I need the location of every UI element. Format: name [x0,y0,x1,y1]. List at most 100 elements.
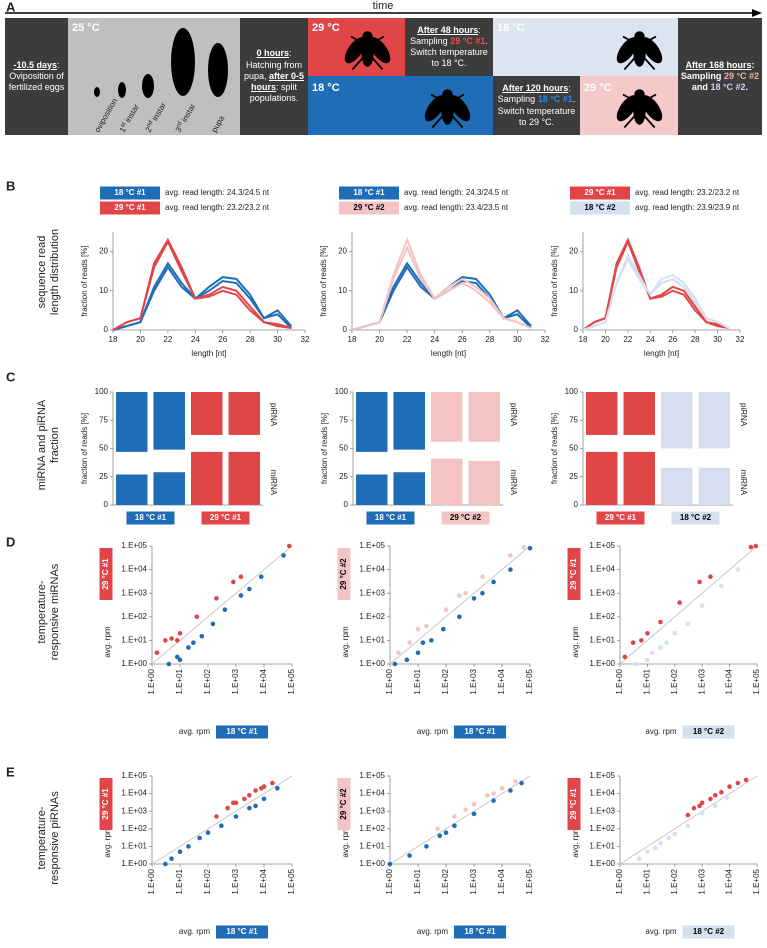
bar [468,460,500,505]
point [214,596,219,601]
y-tick-label: 0 [104,500,109,509]
legend-swatch [100,201,160,215]
point [699,603,705,608]
y-tick-label: 75 [569,415,578,424]
row-label: fraction [49,427,61,463]
x-tick-label: 1.E+03 [469,868,478,894]
point [471,811,477,817]
y-tick-label: 50 [99,444,108,453]
x-box-label: 18 °C #1 [226,927,258,936]
y-tick-label: 75 [339,415,348,424]
y-box-label: 29 °C #2 [339,558,348,590]
y-tick-label: 1.E+01 [359,842,385,851]
read-length-line [112,237,292,331]
y-tick-label: 1.E+01 [589,636,615,645]
bar [661,392,693,449]
bar [623,451,655,505]
point [177,630,183,636]
point [230,800,236,806]
y-axis-label: fraction of reads [%] [319,245,328,316]
point [719,583,724,589]
y-box [337,548,351,600]
y-axis-label: fraction of reads [%] [80,245,89,316]
legend-note: avg. read length: 23.2/23.2 nt [165,203,270,212]
read-length-line [351,265,532,331]
point [519,780,524,786]
point [672,630,678,636]
point [163,861,168,867]
hatch-text: 0 hours: Hatching from pupa, after 0-5 h… [240,18,308,135]
x-tick-label: 1.E+01 [175,868,184,894]
x-tick-label: 1.E+00 [147,868,156,894]
group-box [366,511,415,525]
x-tick-label: 1.E+05 [525,868,534,894]
point [404,657,410,663]
bar [393,472,425,505]
y-axis-label: avg. rpm [571,626,580,657]
point [727,784,732,789]
y-tick-label: 1.E+04 [121,565,147,574]
legend-swatch-label: 29 °C #1 [584,188,616,197]
legend-note: avg. read length: 23.2/23.2 nt [635,188,740,197]
stage-text: st [120,121,128,128]
y-tick-label: 0 [574,500,579,509]
point [238,574,244,580]
arrow-head [752,9,762,17]
point [443,830,449,836]
point [712,803,718,809]
bar [661,467,693,505]
x-tick-label: 28 [691,335,700,344]
text-part: After 120 hours [502,83,569,93]
y-axis-label: avg. rpm [571,826,580,857]
y-tick-label: 1.E+03 [589,806,615,815]
y-tick-label: 20 [569,247,578,256]
diagonal [389,775,531,865]
x-tick-label: 1.E+05 [287,668,296,694]
series-label: piRNA [739,403,748,427]
y-tick-label: 1.E+02 [589,824,615,833]
x-tick-label: 1.E+02 [441,668,450,694]
panel-label: E [6,764,15,779]
y-tick-label: 25 [339,472,348,481]
y-tick-label: 50 [569,444,578,453]
point [186,844,191,849]
x-tick-label: 22 [163,335,172,344]
y-tick-label: 1.E+04 [359,565,385,574]
x-tick-label: 30 [713,335,722,344]
y-box-label: 29 °C #1 [101,558,110,590]
sampling-box [493,76,580,135]
y-tick-label: 100 [95,387,109,396]
point [658,619,663,625]
x-tick-label: 1.E+05 [287,868,296,894]
text-part: . Switch temperature to 18 °C. [410,35,488,69]
point [452,823,457,829]
point [699,810,705,816]
x-tick-label: 1.E+04 [259,668,268,694]
read-length-line [112,239,292,331]
y-axis-label: fraction of reads [%] [80,413,89,484]
y-tick-label: 1.E+00 [359,659,385,668]
point [392,661,398,667]
y-box-label: 29 °C #1 [569,558,578,590]
point [186,645,191,650]
text-part: after 0-5 hours [250,70,305,93]
x-tick-label: 1.E+01 [643,868,652,894]
group-box [671,511,720,525]
legend-swatch-label: 29 °C #2 [353,203,385,212]
point [429,638,434,643]
series-label: miRNA [509,470,518,496]
y-tick-label: 1.E+00 [589,659,615,668]
stage-text: 2 [144,125,154,134]
x-tick-label: 1.E+03 [697,868,706,894]
group-box [441,511,490,525]
x-tick-label: 30 [273,335,282,344]
legend-note: avg. read length: 23.9/23.9 nt [635,203,740,212]
diagonal [389,545,531,665]
read-length-line [351,245,532,331]
y-tick-label: 1.E+00 [121,859,147,868]
y-tick-label: 1.E+04 [589,565,615,574]
y-tick-label: 20 [99,247,108,256]
y-box [567,778,581,830]
read-length-line [351,237,532,331]
temp-label: 18 °C [497,22,525,34]
